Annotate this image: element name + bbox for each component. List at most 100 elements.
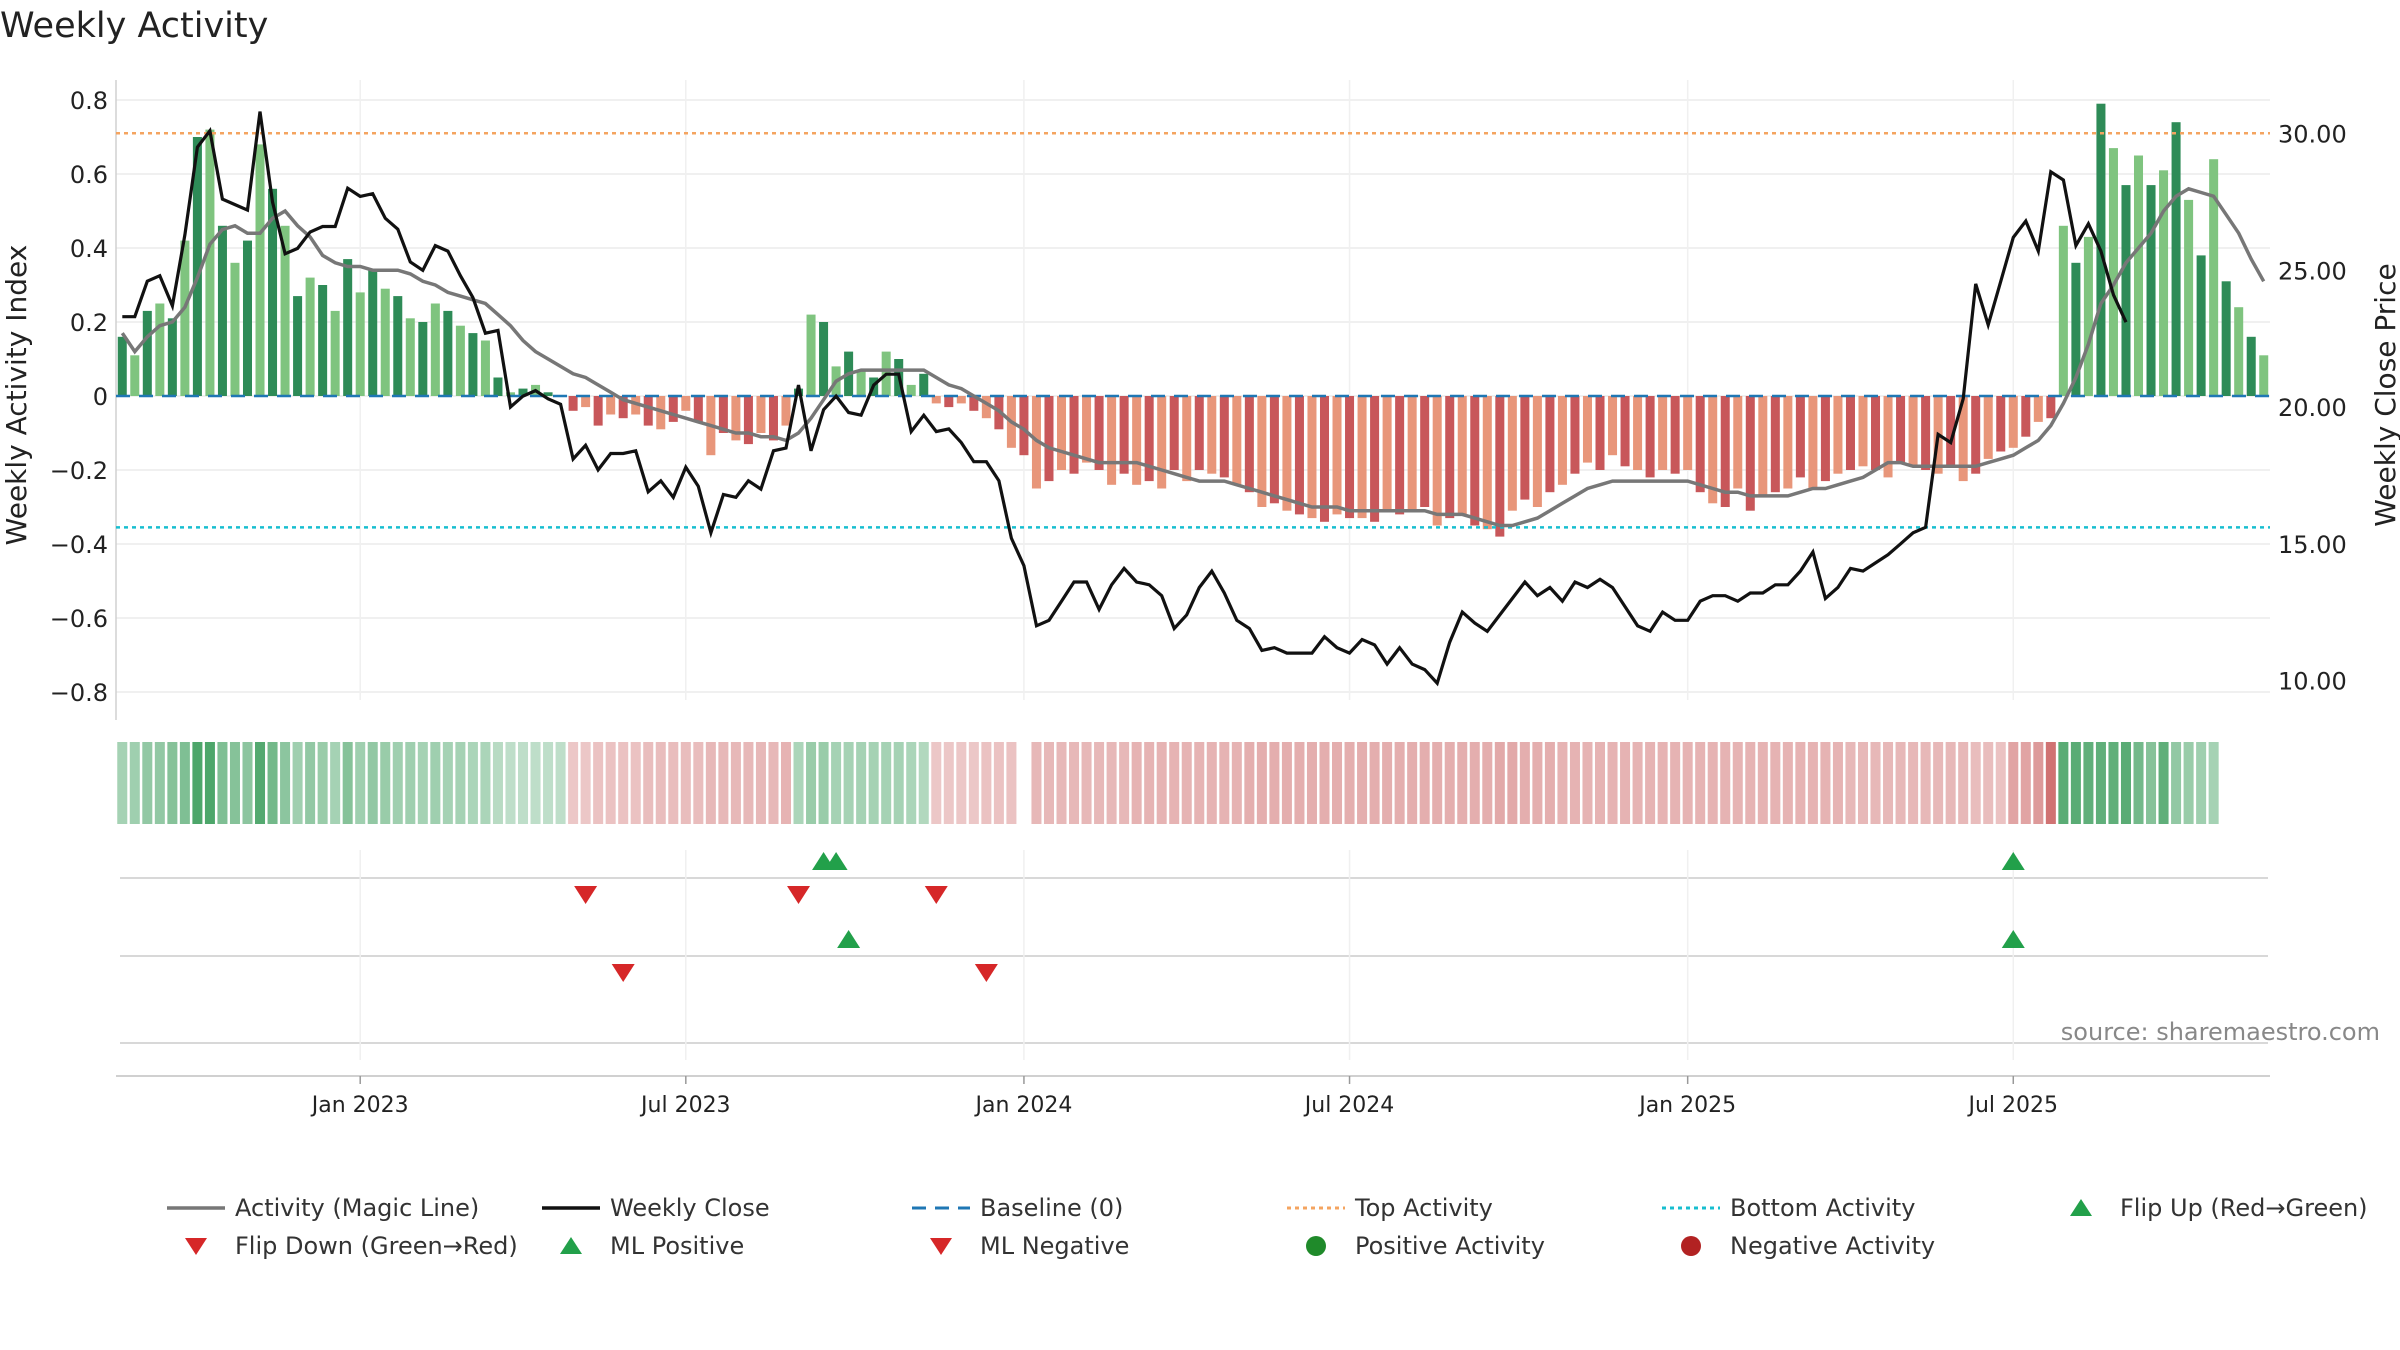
activity-bar — [2033, 396, 2043, 422]
activity-strip-cell — [267, 742, 278, 824]
activity-bar — [2196, 255, 2206, 396]
activity-bar — [1382, 396, 1392, 511]
activity-bar — [418, 322, 428, 396]
activity-bar — [1983, 396, 1993, 459]
activity-strip-cell — [906, 742, 917, 824]
activity-strip-cell — [1845, 742, 1856, 824]
activity-strip-cell — [179, 742, 190, 824]
activity-strip-cell — [255, 742, 266, 824]
activity-bar — [1633, 396, 1643, 470]
legend-label: Positive Activity — [1355, 1232, 1545, 1260]
activity-bar — [1407, 396, 1417, 511]
activity-strip-cell — [1256, 742, 1267, 824]
legend-label: Flip Up (Red→Green) — [2120, 1194, 2368, 1222]
activity-bar — [2184, 199, 2194, 396]
activity-bar — [293, 296, 303, 396]
activity-bar — [931, 396, 941, 404]
activity-bar — [956, 396, 966, 404]
activity-bar — [380, 288, 390, 396]
activity-strip-cell — [1757, 742, 1768, 824]
activity-bar — [1883, 396, 1893, 478]
activity-strip-cell — [1169, 742, 1180, 824]
activity-strip-cell — [730, 742, 741, 824]
activity-bar — [1896, 396, 1906, 463]
activity-strip-cell — [467, 742, 478, 824]
flip-down-marker — [787, 886, 811, 904]
activity-strip-cell — [1357, 742, 1368, 824]
activity-strip-cell — [1682, 742, 1693, 824]
activity-bar — [1958, 396, 1968, 482]
legend-label: Weekly Close — [610, 1194, 770, 1222]
activity-strip-cell — [305, 742, 316, 824]
activity-strip-cell — [843, 742, 854, 824]
activity-strip-cell — [405, 742, 416, 824]
activity-strip-cell — [280, 742, 291, 824]
activity-strip-cell — [2183, 742, 2194, 824]
activity-strip-cell — [743, 742, 754, 824]
activity-strip-cell — [1332, 742, 1343, 824]
activity-strip-cell — [593, 742, 604, 824]
activity-strip-cell — [1131, 742, 1142, 824]
activity-strip-cell — [1394, 742, 1405, 824]
activity-bar — [1645, 396, 1655, 478]
activity-strip-cell — [2058, 742, 2069, 824]
activity-strip-cell — [956, 742, 967, 824]
activity-strip-cell — [505, 742, 516, 824]
activity-bar — [1908, 396, 1918, 467]
activity-strip-cell — [1657, 742, 1668, 824]
activity-strip-cell — [1720, 742, 1731, 824]
magic-line — [120, 186, 2266, 528]
activity-strip-cell — [142, 742, 153, 824]
activity-strip-cell — [680, 742, 691, 824]
y-left-tick-label: −0.4 — [50, 531, 108, 559]
activity-strip-cell — [1469, 742, 1480, 824]
activity-strip-cell — [1995, 742, 2006, 824]
activity-bar — [1845, 396, 1855, 470]
activity-strip-cell — [229, 742, 240, 824]
activity-bar — [1795, 396, 1805, 478]
activity-bar — [1946, 396, 1956, 467]
activity-bar — [1833, 396, 1843, 474]
activity-strip-cell — [1695, 742, 1706, 824]
legend-symbol-icon — [542, 1206, 600, 1210]
activity-strip-cell — [530, 742, 541, 824]
activity-bar — [1921, 396, 1931, 470]
activity-bar — [668, 396, 678, 422]
activity-bar — [217, 225, 227, 396]
activity-strip-cell — [780, 742, 792, 824]
activity-strip-cell — [355, 742, 366, 824]
activity-bar — [1332, 396, 1342, 515]
activity-bar — [2171, 122, 2181, 396]
activity-bar — [731, 396, 741, 441]
activity-strip-cell — [1782, 742, 1793, 824]
legend-label: Baseline (0) — [980, 1194, 1124, 1222]
activity-strip-cell — [1294, 742, 1305, 824]
y-right-tick-label: 25.00 — [2278, 257, 2347, 285]
ml-negative-marker — [611, 964, 635, 982]
activity-bar — [1608, 396, 1618, 456]
activity-bar — [1708, 396, 1718, 504]
activity-strip-cell — [2045, 742, 2056, 824]
activity-strip-cell — [129, 742, 140, 824]
activity-bar — [681, 396, 691, 411]
activity-bar — [1996, 396, 2006, 452]
y-right-axis-label: Weekly Close Price — [2369, 263, 2400, 526]
activity-bar — [505, 392, 515, 396]
activity-strip-cell — [693, 742, 704, 824]
activity-strip-cell — [492, 742, 503, 824]
legend-item: Flip Up (Red→Green) — [2050, 1190, 2368, 1226]
activity-strip-cell — [192, 742, 203, 824]
activity-strip-cell — [2070, 742, 2081, 824]
activity-strip-cell — [1281, 742, 1292, 824]
legend-symbol-icon — [185, 1238, 207, 1255]
legend-symbol-icon — [2070, 1199, 2092, 1216]
activity-bar — [1182, 396, 1192, 482]
activity-bar — [1557, 396, 1567, 485]
activity-strip-cell — [330, 742, 341, 824]
activity-bar — [268, 188, 278, 396]
legend-symbol-icon — [912, 1206, 970, 1210]
y-right-tick-label: 10.00 — [2278, 668, 2347, 696]
activity-bar — [631, 396, 641, 415]
activity-bar — [1132, 396, 1142, 485]
activity-bar — [1144, 396, 1154, 482]
